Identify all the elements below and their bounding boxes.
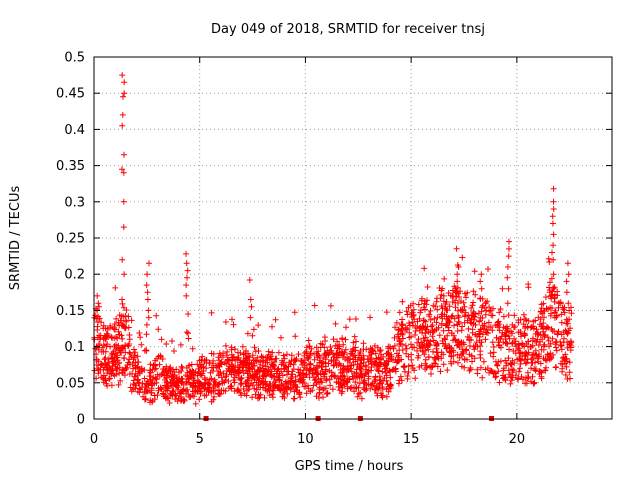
srmtid-points	[91, 72, 575, 407]
y-axis-ticks: 0 0.05 0.1 0.15 0.2 0.25 0.3 0.35 0.4 0.45 0.5	[56, 51, 612, 428]
y-tick-label: 0	[77, 413, 85, 428]
x-tick-label: 5	[196, 432, 204, 447]
x-tick-label: 20	[509, 432, 526, 447]
y-tick-label: 0.1	[64, 340, 85, 355]
chart-title: Day 049 of 2018, SRMTID for receiver tns…	[211, 22, 485, 37]
x-tick-label: 10	[297, 432, 314, 447]
y-tick-label: 0.05	[56, 376, 85, 391]
y-tick-label: 0.3	[64, 195, 85, 210]
y-tick-label: 0.35	[56, 159, 85, 174]
grid-lines	[94, 57, 612, 419]
x-tick-label: 0	[90, 432, 98, 447]
x-axis-ticks: 0 5 10 15 20	[90, 57, 525, 447]
y-tick-label: 0.5	[64, 51, 85, 66]
y-tick-label: 0.2	[64, 268, 85, 283]
y-tick-label: 0.25	[56, 232, 85, 247]
y-tick-label: 0.4	[64, 123, 85, 138]
y-tick-label: 0.15	[56, 304, 85, 319]
data-points	[91, 72, 575, 407]
y-axis-label: SRMTID / TECUs	[8, 186, 23, 291]
x-tick-label: 15	[403, 432, 420, 447]
y-tick-label: 0.45	[56, 87, 85, 102]
x-axis-label: GPS time / hours	[295, 459, 404, 474]
